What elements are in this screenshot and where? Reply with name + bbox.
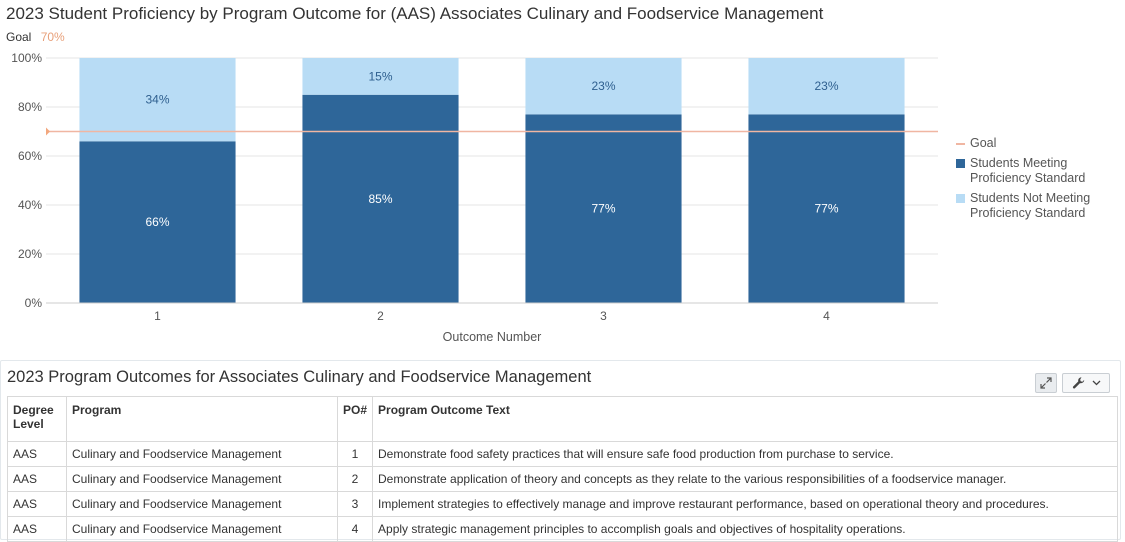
cell-po-number: 2 — [336, 466, 374, 492]
wrench-icon — [1072, 377, 1084, 389]
chart-title: 2023 Student Proficiency by Program Outc… — [6, 4, 824, 23]
data-label: 15% — [368, 69, 392, 83]
bar-not-meeting — [525, 58, 682, 115]
x-tick-label: 3 — [600, 309, 607, 323]
data-label: 23% — [814, 79, 838, 93]
settings-menu-button[interactable] — [1062, 373, 1110, 393]
bar-not-meeting — [79, 58, 236, 142]
cell-degree-level: AAS — [7, 491, 67, 517]
bar-meeting — [302, 94, 459, 303]
cell-outcome-text: Demonstrate food safety practices that w… — [372, 441, 1118, 467]
cell-program: Culinary and Foodservice Management — [66, 516, 338, 542]
legend-item-not-meeting[interactable]: Students Not Meeting Proficiency Standar… — [956, 191, 1110, 221]
data-label: 34% — [145, 93, 169, 107]
data-label: 23% — [591, 79, 615, 93]
data-label: 77% — [814, 202, 838, 216]
legend-swatch-meeting — [956, 159, 965, 168]
table-title: 2023 Program Outcomes for Associates Cul… — [7, 368, 592, 386]
cell-outcome-text: Apply strategic management principles to… — [372, 516, 1118, 542]
x-axis-title: Outcome Number — [443, 330, 542, 344]
data-label: 85% — [368, 192, 392, 206]
y-tick-label: 0% — [25, 296, 43, 310]
table-header-row: Degree Level Program PO# Program Outcome… — [7, 396, 1118, 442]
data-label: 77% — [591, 202, 615, 216]
legend-swatch-not-meeting — [956, 194, 965, 203]
x-tick-label: 1 — [154, 309, 161, 323]
bar-meeting — [79, 141, 236, 303]
goal-label: Goal — [6, 30, 32, 44]
bar-meeting — [525, 114, 682, 303]
cell-program: Culinary and Foodservice Management — [66, 441, 338, 467]
chart-legend: Goal Students Meeting Proficiency Standa… — [956, 136, 1110, 226]
cell-po-number: 3 — [336, 491, 374, 517]
outcomes-table: Degree Level Program PO# Program Outcome… — [7, 396, 1118, 542]
legend-label-not-meeting: Students Not Meeting Proficiency Standar… — [970, 191, 1091, 220]
table-row: AAS Culinary and Foodservice Management … — [7, 491, 1118, 517]
cell-program: Culinary and Foodservice Management — [66, 491, 338, 517]
x-tick-label: 4 — [823, 309, 830, 323]
table-row: AAS Culinary and Foodservice Management … — [7, 466, 1118, 492]
legend-swatch-goal — [956, 143, 965, 145]
expand-button[interactable] — [1035, 373, 1057, 393]
goal-indicator: Goal 70% — [6, 30, 65, 44]
legend-label-goal: Goal — [970, 136, 997, 150]
y-tick-label: 40% — [18, 198, 42, 212]
bar-chart: 0% 20% 40% 60% 80% 100% 66% 34% 1 85% 15% 2 77% 23% 3 7… — [11, 51, 938, 344]
bar-not-meeting — [748, 58, 905, 115]
table-row: AAS Culinary and Foodservice Management … — [7, 516, 1118, 542]
expand-icon — [1040, 377, 1052, 389]
cell-degree-level: AAS — [7, 466, 67, 492]
y-tick-label: 60% — [18, 149, 42, 163]
data-label: 66% — [145, 215, 169, 229]
y-tick-label: 100% — [11, 51, 42, 65]
cell-outcome-text: Demonstrate application of theory and co… — [372, 466, 1118, 492]
cell-program: Culinary and Foodservice Management — [66, 466, 338, 492]
header-outcome-text[interactable]: Program Outcome Text — [372, 396, 1118, 442]
legend-item-goal[interactable]: Goal — [956, 136, 1110, 151]
cell-po-number: 4 — [336, 516, 374, 542]
header-po-number[interactable]: PO# — [336, 396, 374, 442]
outcomes-panel: 2023 Program Outcomes for Associates Cul… — [0, 360, 1121, 542]
bar-not-meeting — [302, 58, 459, 95]
cell-outcome-text: Implement strategies to effectively mana… — [372, 491, 1118, 517]
table-row: AAS Culinary and Foodservice Management … — [7, 441, 1118, 467]
cell-degree-level: AAS — [7, 516, 67, 542]
legend-item-meeting[interactable]: Students Meeting Proficiency Standard — [956, 156, 1110, 186]
y-tick-label: 20% — [18, 247, 42, 261]
goal-marker — [46, 127, 50, 136]
bar-meeting — [748, 114, 905, 303]
goal-value: 70% — [40, 30, 65, 44]
legend-label-meeting: Students Meeting Proficiency Standard — [970, 156, 1086, 185]
cell-degree-level: AAS — [7, 441, 67, 467]
header-program[interactable]: Program — [66, 396, 338, 442]
cell-po-number: 1 — [336, 441, 374, 467]
header-degree-level[interactable]: Degree Level — [7, 396, 67, 442]
chevron-down-icon — [1092, 380, 1100, 386]
y-tick-label: 80% — [18, 100, 42, 114]
x-tick-label: 2 — [377, 309, 384, 323]
